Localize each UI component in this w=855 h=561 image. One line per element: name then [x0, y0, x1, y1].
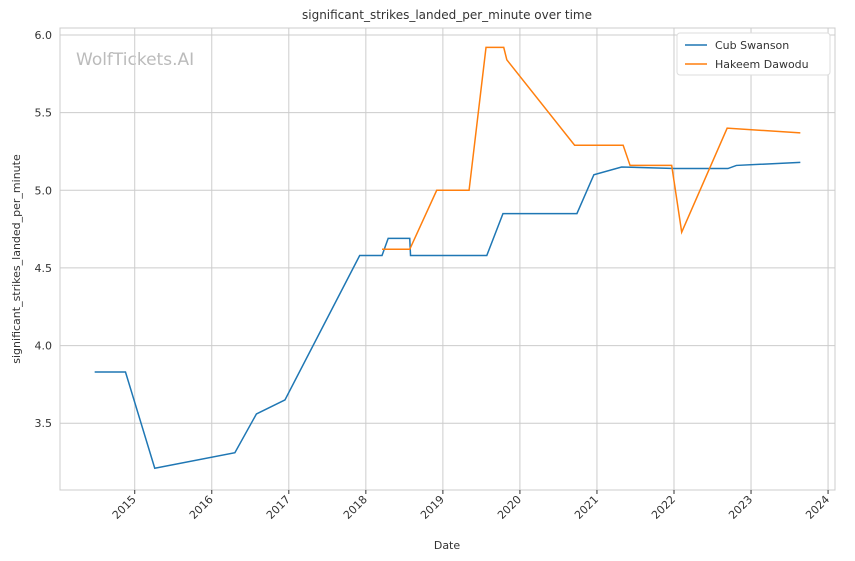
series-line [382, 46, 801, 251]
series-line [94, 161, 801, 470]
x-tick-label: 2018 [341, 493, 370, 522]
y-tick-label: 4.0 [35, 340, 53, 353]
y-tick-label: 5.0 [35, 184, 53, 197]
x-tick-label: 2015 [110, 493, 139, 522]
x-tick-label: 2024 [803, 493, 832, 522]
x-tick-label: 2017 [264, 493, 293, 522]
legend-label: Cub Swanson [715, 39, 789, 52]
x-tick-label: 2016 [187, 493, 216, 522]
y-axis-label: significant_strikes_landed_per_minute [10, 154, 23, 364]
x-tick-label: 2023 [726, 493, 755, 522]
x-tick-label: 2021 [572, 493, 601, 522]
y-tick-label: 4.5 [35, 262, 53, 275]
y-tick-label: 5.5 [35, 107, 53, 120]
plot-frame [59, 27, 836, 491]
x-tick-label: 2022 [649, 493, 678, 522]
chart-title: significant_strikes_landed_per_minute ov… [302, 8, 592, 22]
x-axis-label: Date [434, 539, 461, 552]
x-tick-label: 2020 [495, 493, 524, 522]
legend-label: Hakeem Dawodu [715, 58, 809, 71]
y-tick-label: 3.5 [35, 417, 53, 430]
y-tick-label: 6.0 [35, 29, 53, 42]
x-tick-label: 2019 [418, 493, 447, 522]
legend-box [676, 32, 831, 76]
